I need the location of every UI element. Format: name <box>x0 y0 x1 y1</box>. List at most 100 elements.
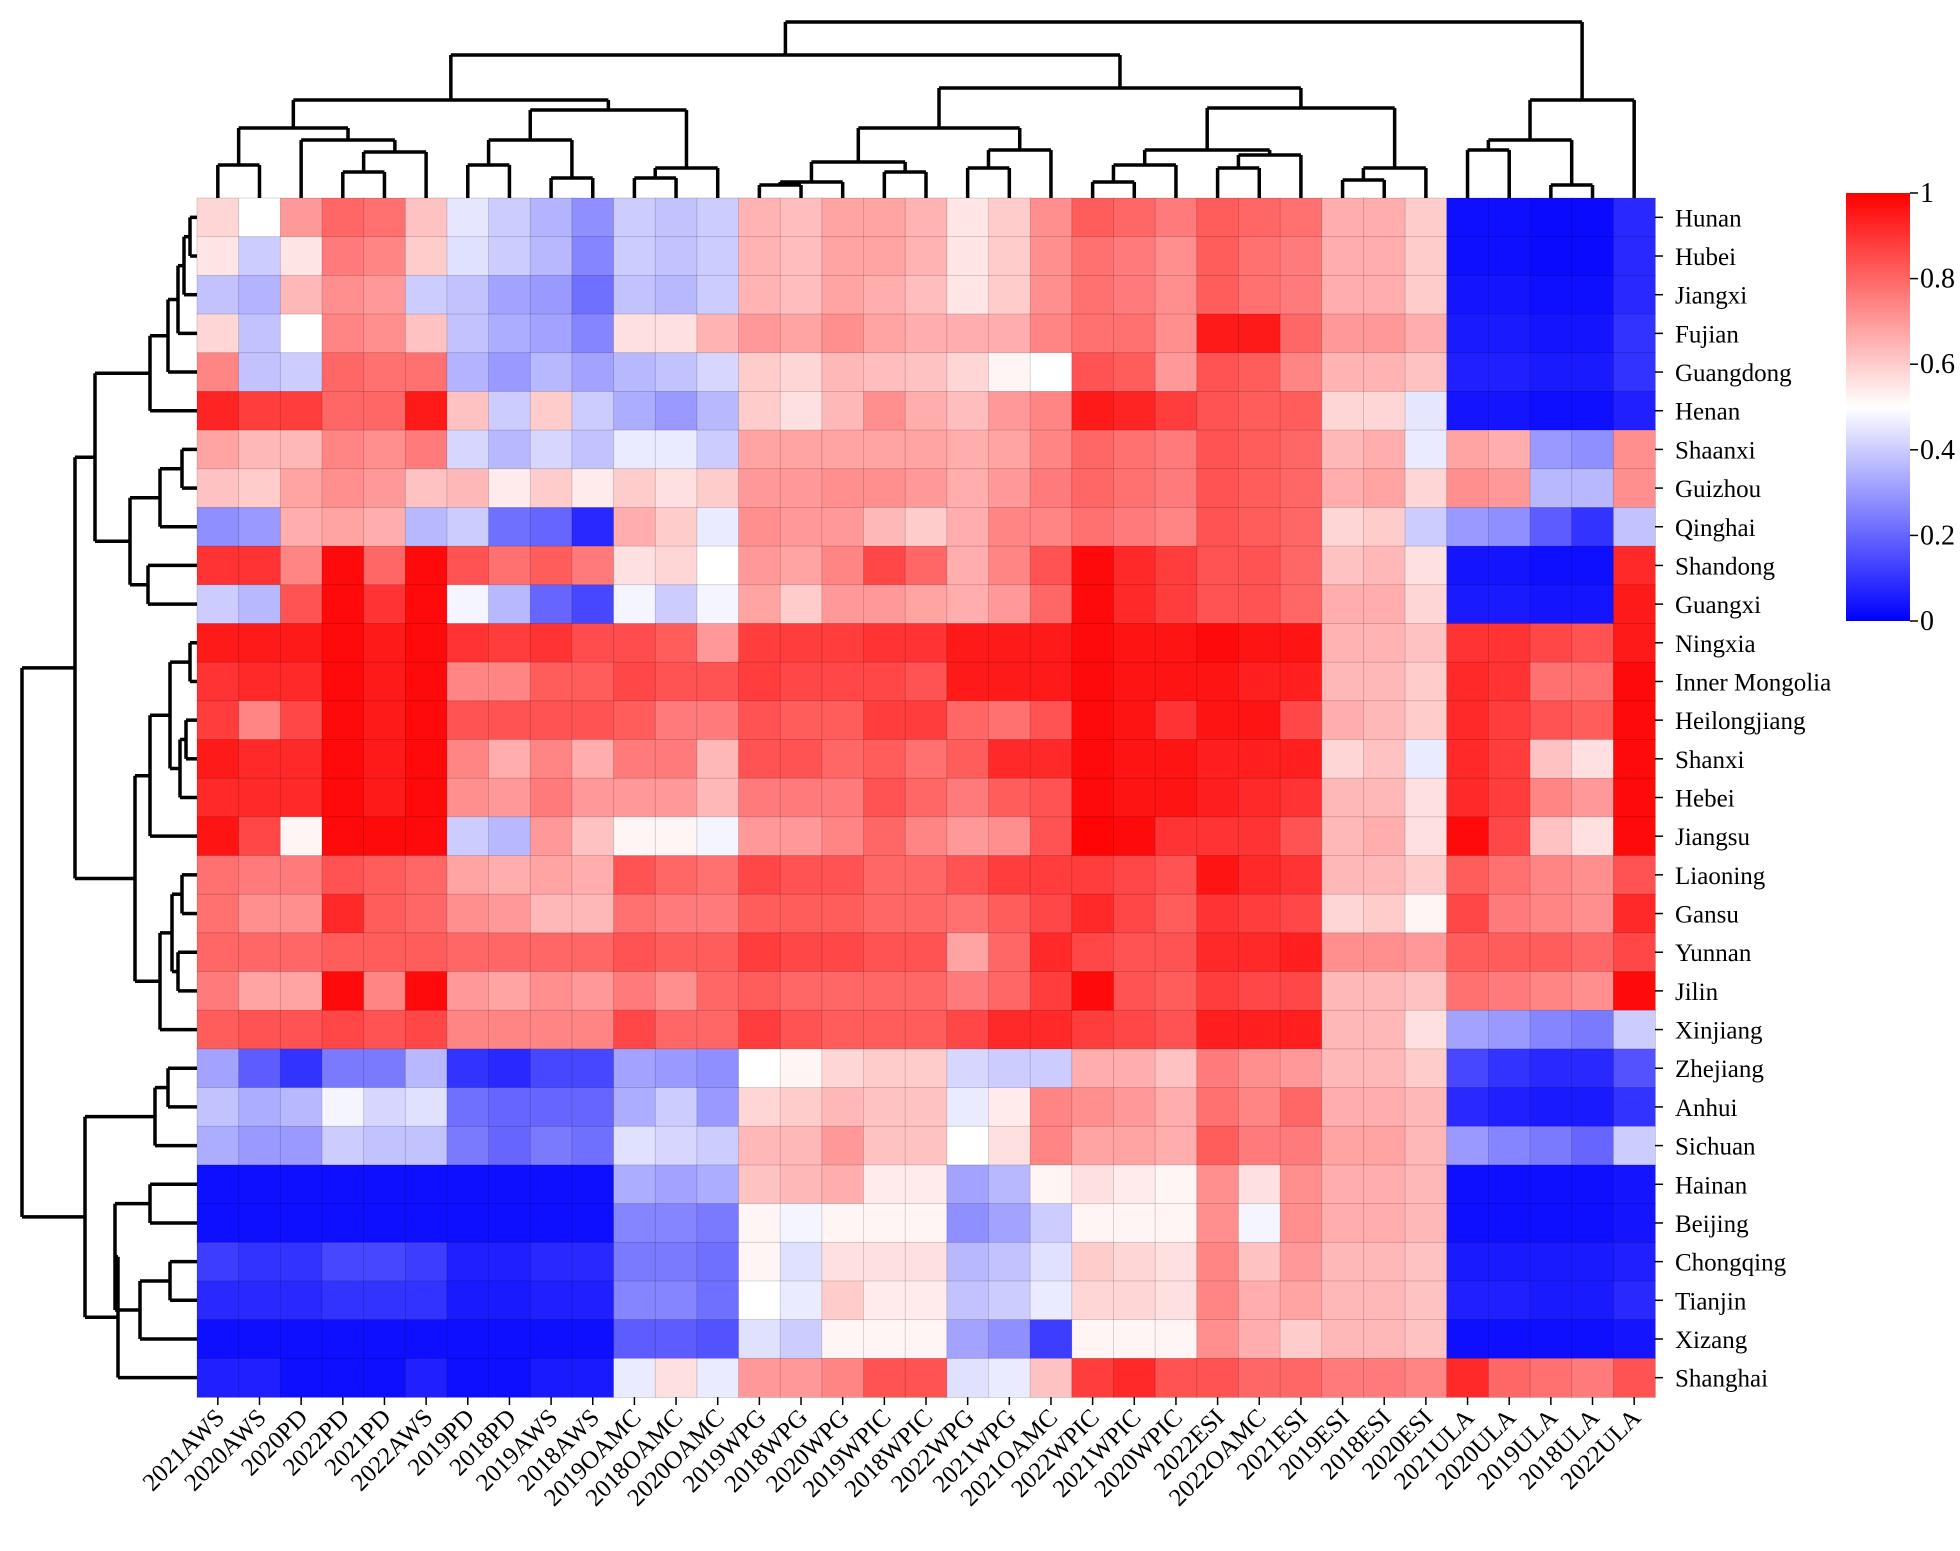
heatmap-cell <box>946 971 990 1012</box>
heatmap-cell <box>1446 584 1490 625</box>
row-label: Beijing <box>1675 1211 1749 1238</box>
row-label: Shandong <box>1675 553 1776 580</box>
heatmap-cell <box>1321 352 1365 393</box>
heatmap-cell <box>863 1009 906 1050</box>
heatmap-cell <box>1446 390 1490 431</box>
heatmap-cell <box>529 971 573 1012</box>
heatmap-cell <box>988 545 1031 586</box>
heatmap-cell <box>1238 700 1281 741</box>
heatmap-cell <box>321 468 365 509</box>
heatmap-cell <box>1154 816 1198 857</box>
heatmap-cell <box>1154 971 1198 1012</box>
heatmap-cell <box>863 700 906 741</box>
heatmap-cell <box>1446 623 1490 663</box>
row-label: Anhui <box>1675 1095 1738 1122</box>
heatmap-cell <box>404 700 448 741</box>
heatmap-cell <box>571 1125 615 1166</box>
heatmap-cell <box>1363 274 1406 315</box>
heatmap-cell <box>446 971 490 1012</box>
row-label: Qinghai <box>1675 515 1756 542</box>
heatmap-cell <box>654 352 698 393</box>
heatmap-cell <box>1363 507 1406 547</box>
heatmap-cell <box>1071 429 1115 470</box>
heatmap-cell <box>613 197 657 238</box>
heatmap-cell <box>363 700 407 741</box>
heatmap-cell <box>1071 855 1115 896</box>
heatmap-cell <box>363 1164 407 1205</box>
heatmap-cell <box>1196 313 1240 354</box>
heatmap-cell <box>363 197 407 238</box>
heatmap-cell <box>446 1087 490 1128</box>
heatmap-cell <box>863 1319 906 1360</box>
heatmap-cell <box>613 313 657 354</box>
heatmap-cell <box>1612 313 1656 354</box>
heatmap-cell <box>654 1241 698 1282</box>
heatmap-cell <box>1113 352 1156 393</box>
heatmap-cell <box>1238 623 1281 663</box>
heatmap-cell <box>321 313 365 354</box>
heatmap-cell <box>1487 352 1531 393</box>
heatmap-cell <box>1071 1009 1115 1050</box>
heatmap-cell <box>1279 313 1323 354</box>
heatmap-cell <box>1029 1203 1073 1244</box>
heatmap-cell <box>1071 584 1115 625</box>
heatmap-cell <box>1321 468 1365 509</box>
heatmap-cell <box>1279 739 1323 779</box>
heatmap-cell <box>404 661 448 702</box>
heatmap-cell <box>529 855 573 896</box>
heatmap-cell <box>1071 1087 1115 1128</box>
heatmap-cell <box>779 1357 823 1398</box>
heatmap-cell <box>988 507 1031 547</box>
heatmap-cell <box>1446 197 1490 238</box>
heatmap-cell <box>1154 236 1198 277</box>
heatmap-cell <box>363 739 407 779</box>
row-label: Guizhou <box>1675 476 1762 503</box>
heatmap-cell <box>1404 661 1448 702</box>
heatmap-cell <box>488 700 532 741</box>
row-label: Inner Mongolia <box>1675 669 1831 696</box>
heatmap-cell <box>1529 236 1573 277</box>
heatmap-cell <box>446 623 490 663</box>
heatmap-cell <box>1404 1280 1448 1321</box>
heatmap-cell <box>1154 1087 1198 1128</box>
heatmap-cell <box>321 739 365 779</box>
heatmap-cell <box>196 274 240 315</box>
heatmap-cell <box>446 236 490 277</box>
heatmap-cell <box>1029 584 1073 625</box>
heatmap-cell <box>946 1319 990 1360</box>
heatmap-cell <box>863 971 906 1012</box>
row-label: Shanghai <box>1675 1366 1768 1393</box>
heatmap-cell <box>1154 274 1198 315</box>
heatmap-cell <box>904 429 948 470</box>
heatmap-cell <box>1529 971 1573 1012</box>
heatmap-cell <box>1529 1280 1573 1321</box>
heatmap-cell <box>738 739 781 779</box>
heatmap-cell <box>738 661 781 702</box>
heatmap-cell <box>1487 1319 1531 1360</box>
heatmap-cell <box>988 197 1031 238</box>
heatmap-cell <box>279 274 323 315</box>
heatmap-cell <box>904 236 948 277</box>
heatmap-cell <box>1071 1203 1115 1244</box>
heatmap-cell <box>1238 855 1281 896</box>
heatmap-cell <box>738 623 781 663</box>
heatmap-cell <box>1487 236 1531 277</box>
colorbar-tick-label: 0 <box>1920 606 1934 637</box>
heatmap-cell <box>404 1048 448 1089</box>
heatmap-cell <box>696 893 740 934</box>
heatmap-cell <box>696 1125 740 1166</box>
heatmap-cell <box>1612 623 1656 663</box>
heatmap-cell <box>529 1357 573 1398</box>
heatmap-cell <box>1446 816 1490 857</box>
heatmap-cell <box>1279 1087 1323 1128</box>
heatmap-cell <box>1404 1241 1448 1282</box>
heatmap-cell <box>654 971 698 1012</box>
heatmap-cell <box>1446 739 1490 779</box>
heatmap-cell <box>1113 1319 1156 1360</box>
heatmap-cell <box>1113 816 1156 857</box>
row-label: Chongqing <box>1675 1250 1787 1277</box>
heatmap-cell <box>1571 1357 1615 1398</box>
heatmap-cell <box>1446 700 1490 741</box>
heatmap-cell <box>1279 661 1323 702</box>
row-label: Ningxia <box>1675 631 1756 658</box>
